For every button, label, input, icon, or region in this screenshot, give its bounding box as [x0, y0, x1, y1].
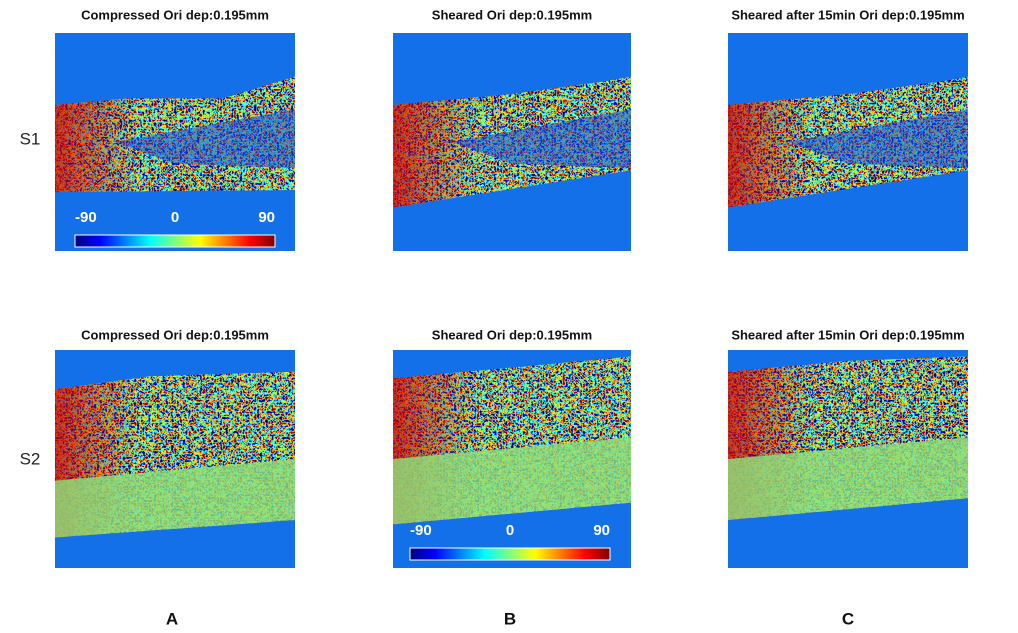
panel-title: Compressed Ori dep:0.195mm	[81, 7, 269, 22]
panel-title: Sheared Ori dep:0.195mm	[432, 327, 592, 342]
row-label: S1	[20, 129, 41, 148]
colorbar-label: -90	[410, 522, 432, 539]
colorbar-label: 90	[258, 209, 275, 226]
colorbar-label: 0	[171, 209, 179, 226]
orientation-map	[728, 33, 968, 251]
column-label: B	[504, 609, 516, 628]
colorbar	[74, 234, 276, 248]
colorbar-label: 90	[593, 522, 610, 539]
colorbar-label: 0	[506, 522, 514, 539]
panel-title: Sheared Ori dep:0.195mm	[432, 7, 592, 22]
orientation-map	[393, 350, 631, 568]
orientation-map	[55, 350, 295, 568]
orientation-map	[728, 350, 968, 568]
row-label: S2	[20, 449, 41, 468]
column-label: C	[842, 609, 854, 628]
colorbar-label: -90	[75, 209, 97, 226]
orientation-map	[55, 33, 295, 251]
column-label: A	[166, 609, 178, 628]
panel-title: Sheared after 15min Ori dep:0.195mm	[731, 7, 964, 22]
colorbar	[409, 547, 611, 561]
orientation-map	[393, 33, 631, 251]
panel-title: Compressed Ori dep:0.195mm	[81, 327, 269, 342]
panel-title: Sheared after 15min Ori dep:0.195mm	[731, 327, 964, 342]
